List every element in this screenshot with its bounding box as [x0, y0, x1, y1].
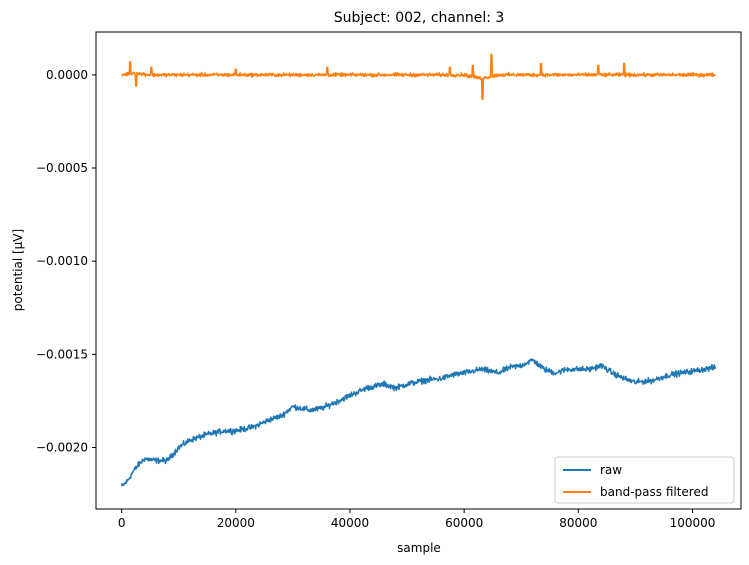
y-axis-label: potential [µV]	[11, 229, 25, 311]
y-tick-label: −0.0020	[36, 441, 88, 455]
series-layer	[120, 53, 717, 487]
legend-label-filtered: band-pass filtered	[600, 485, 708, 499]
y-tick-label: −0.0015	[36, 347, 88, 361]
x-axis: 0 20000 40000 60000 80000 100000	[118, 509, 716, 530]
legend: raw band-pass filtered	[554, 456, 735, 504]
x-tick-label: 0	[118, 516, 126, 530]
series-line-raw	[120, 358, 717, 487]
legend-label-raw: raw	[600, 463, 622, 477]
series-line-band-pass-filtered	[121, 53, 716, 100]
x-axis-label: sample	[397, 541, 441, 555]
legend-box	[554, 456, 735, 504]
x-tick-label: 60000	[445, 516, 483, 530]
y-tick-label: −0.0005	[36, 161, 88, 175]
x-tick-label: 40000	[331, 516, 369, 530]
chart-title: Subject: 002, channel: 3	[334, 10, 505, 26]
y-axis: 0.0000 −0.0005 −0.0010 −0.0015 −0.0020	[36, 68, 96, 455]
y-tick-label: 0.0000	[46, 68, 88, 82]
y-tick-label: −0.0010	[36, 254, 88, 268]
x-tick-label: 80000	[559, 516, 597, 530]
plot-frame	[95, 31, 742, 510]
x-tick-label: 20000	[217, 516, 255, 530]
x-tick-label: 100000	[670, 516, 716, 530]
